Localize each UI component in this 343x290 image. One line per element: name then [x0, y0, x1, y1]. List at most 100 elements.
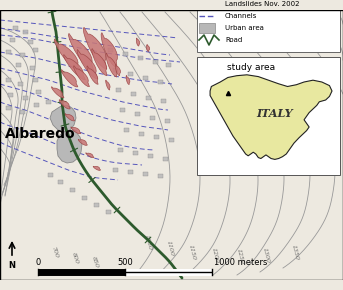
- Bar: [5, 50, 11, 54]
- Bar: [168, 138, 174, 142]
- Bar: [5, 78, 11, 82]
- Bar: [145, 96, 151, 100]
- Text: 700: 700: [51, 246, 59, 258]
- Bar: [165, 119, 169, 123]
- Polygon shape: [74, 66, 90, 87]
- Bar: [119, 108, 125, 112]
- Polygon shape: [106, 80, 110, 90]
- Text: 500: 500: [117, 258, 133, 267]
- Bar: [33, 48, 37, 52]
- Polygon shape: [115, 64, 120, 76]
- Polygon shape: [78, 139, 87, 145]
- Polygon shape: [83, 27, 107, 69]
- Bar: [34, 103, 38, 107]
- Polygon shape: [61, 70, 78, 87]
- Polygon shape: [50, 105, 76, 132]
- Polygon shape: [65, 114, 75, 121]
- Bar: [20, 53, 24, 57]
- Bar: [70, 188, 74, 192]
- Text: 1350: 1350: [291, 244, 299, 260]
- Bar: [157, 174, 163, 178]
- Bar: [94, 203, 98, 207]
- Text: ITALY: ITALY: [257, 108, 293, 119]
- Bar: [130, 92, 135, 96]
- Bar: [134, 112, 140, 116]
- Text: 1200: 1200: [211, 246, 220, 263]
- Bar: [161, 99, 166, 103]
- Bar: [29, 66, 35, 70]
- Text: Urban area: Urban area: [225, 25, 264, 31]
- Text: N: N: [9, 261, 15, 270]
- Text: study area: study area: [227, 63, 275, 72]
- Bar: [47, 173, 52, 177]
- Bar: [113, 168, 118, 172]
- Bar: [128, 170, 132, 174]
- Text: 1000 meters: 1000 meters: [214, 258, 268, 267]
- Bar: [150, 116, 154, 120]
- Bar: [154, 135, 158, 139]
- Bar: [166, 63, 170, 67]
- Text: 1250: 1250: [236, 248, 244, 264]
- Bar: [142, 172, 147, 176]
- Text: 800: 800: [71, 251, 79, 264]
- Text: Albaredo: Albaredo: [5, 127, 75, 141]
- Text: Road: Road: [225, 37, 242, 43]
- Text: 0: 0: [35, 258, 40, 267]
- Polygon shape: [77, 49, 98, 79]
- Polygon shape: [69, 33, 94, 71]
- Bar: [17, 82, 23, 86]
- Bar: [5, 106, 11, 110]
- Polygon shape: [86, 153, 94, 158]
- Bar: [23, 96, 27, 100]
- Polygon shape: [71, 127, 81, 134]
- Bar: [128, 72, 132, 76]
- Polygon shape: [126, 75, 130, 85]
- Polygon shape: [87, 66, 98, 84]
- Text: 1050: 1050: [144, 234, 152, 250]
- Bar: [142, 76, 147, 80]
- Bar: [113, 68, 118, 72]
- Bar: [116, 88, 120, 92]
- Text: 850: 850: [91, 255, 99, 269]
- Text: 1300: 1300: [262, 246, 270, 263]
- Bar: [122, 52, 128, 56]
- Polygon shape: [54, 39, 81, 72]
- Polygon shape: [136, 38, 140, 46]
- Bar: [118, 148, 122, 152]
- Polygon shape: [93, 166, 100, 170]
- Bar: [138, 56, 142, 60]
- Bar: [132, 151, 138, 155]
- Bar: [157, 80, 163, 84]
- Bar: [58, 180, 62, 184]
- Bar: [8, 93, 12, 97]
- Bar: [163, 157, 167, 161]
- Text: 1150: 1150: [188, 244, 196, 260]
- Bar: [27, 40, 33, 44]
- Bar: [23, 30, 27, 34]
- Text: 1100: 1100: [166, 240, 174, 256]
- Bar: [46, 100, 50, 104]
- Bar: [12, 26, 17, 30]
- Bar: [199, 23, 215, 33]
- Bar: [107, 48, 113, 52]
- Polygon shape: [92, 48, 107, 76]
- Text: Channels: Channels: [225, 13, 257, 19]
- Bar: [33, 78, 37, 82]
- Bar: [147, 154, 153, 158]
- Bar: [15, 63, 21, 67]
- Polygon shape: [210, 75, 332, 160]
- Bar: [139, 132, 143, 136]
- Polygon shape: [146, 44, 150, 52]
- Polygon shape: [51, 87, 64, 98]
- Polygon shape: [57, 130, 82, 163]
- Bar: [82, 196, 86, 200]
- Polygon shape: [59, 99, 70, 109]
- Bar: [199, 0, 215, 9]
- Bar: [35, 90, 40, 94]
- Polygon shape: [106, 53, 117, 77]
- Polygon shape: [63, 55, 85, 80]
- Text: Landslides Nov. 2002: Landslides Nov. 2002: [225, 1, 299, 7]
- Bar: [10, 38, 14, 42]
- Bar: [197, 0, 340, 52]
- Bar: [20, 110, 24, 114]
